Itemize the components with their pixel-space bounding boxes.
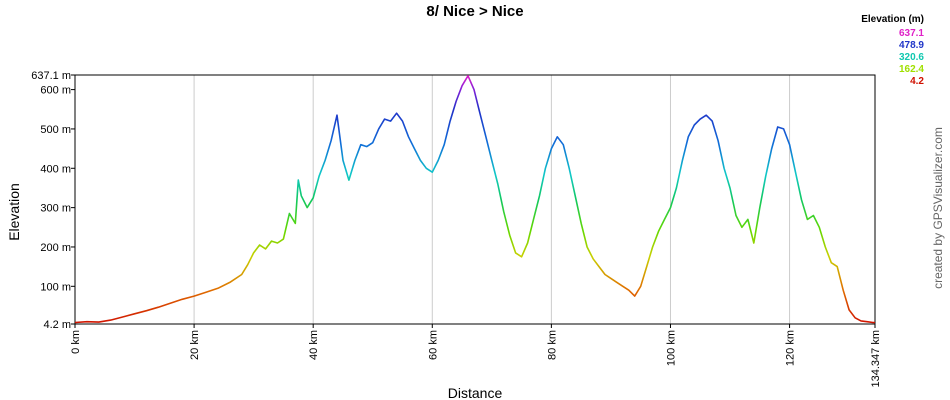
- svg-text:created by GPSVisualizer.com: created by GPSVisualizer.com: [931, 127, 945, 289]
- y-tick-label: 100 m: [40, 281, 71, 293]
- x-axis-label: Distance: [448, 385, 503, 400]
- x-tick-label: 0 km: [70, 330, 82, 354]
- y-tick-label: 600 m: [40, 85, 71, 97]
- x-tick-label: 134.347 km: [870, 330, 882, 387]
- elevation-legend: Elevation (m) 637.1 478.9 320.6 162.4 4.2: [861, 14, 924, 88]
- x-tick-label: 120 km: [785, 330, 797, 366]
- x-tick-label: 40 km: [308, 330, 320, 360]
- y-tick-label: 300 m: [40, 203, 71, 215]
- elevation-profile-line: [74, 75, 875, 324]
- legend-entry: 637.1: [898, 28, 924, 39]
- y-axis-ticks: 4.2 m 100 m 200 m 300 m 400 m 500 m 600 m 637.1…: [31, 70, 75, 331]
- grid: [193, 75, 791, 324]
- credit-text: created by GPSVisualizer.com: [931, 127, 945, 289]
- x-tick-label: 60 km: [427, 330, 439, 360]
- legend-entries: 637.1 478.9 320.6 162.4 4.2: [861, 28, 924, 88]
- chart-title: 8/ Nice > Nice: [426, 3, 524, 20]
- y-tick-label: 4.2 m: [43, 319, 71, 331]
- plot-frame: [74, 74, 876, 325]
- legend-entry: 4.2: [910, 76, 924, 87]
- x-tick-label: 80 km: [546, 330, 558, 360]
- legend-title: Elevation (m): [861, 14, 924, 25]
- x-tick-label: 100 km: [665, 330, 677, 366]
- x-tick-label: 20 km: [189, 330, 201, 360]
- legend-entry: 478.9: [898, 40, 924, 51]
- y-tick-label: 200 m: [40, 242, 71, 254]
- legend-entry: 320.6: [898, 52, 924, 63]
- y-tick-label: 637.1 m: [31, 70, 71, 82]
- y-tick-label: 400 m: [40, 163, 71, 175]
- x-axis-ticks: 0 km 20 km 40 km 60 km 80 km 100 km 120 km 134.…: [70, 324, 882, 387]
- legend-entry: 162.4: [898, 64, 924, 75]
- y-tick-label: 500 m: [40, 124, 71, 136]
- y-axis-label: Elevation: [6, 183, 22, 241]
